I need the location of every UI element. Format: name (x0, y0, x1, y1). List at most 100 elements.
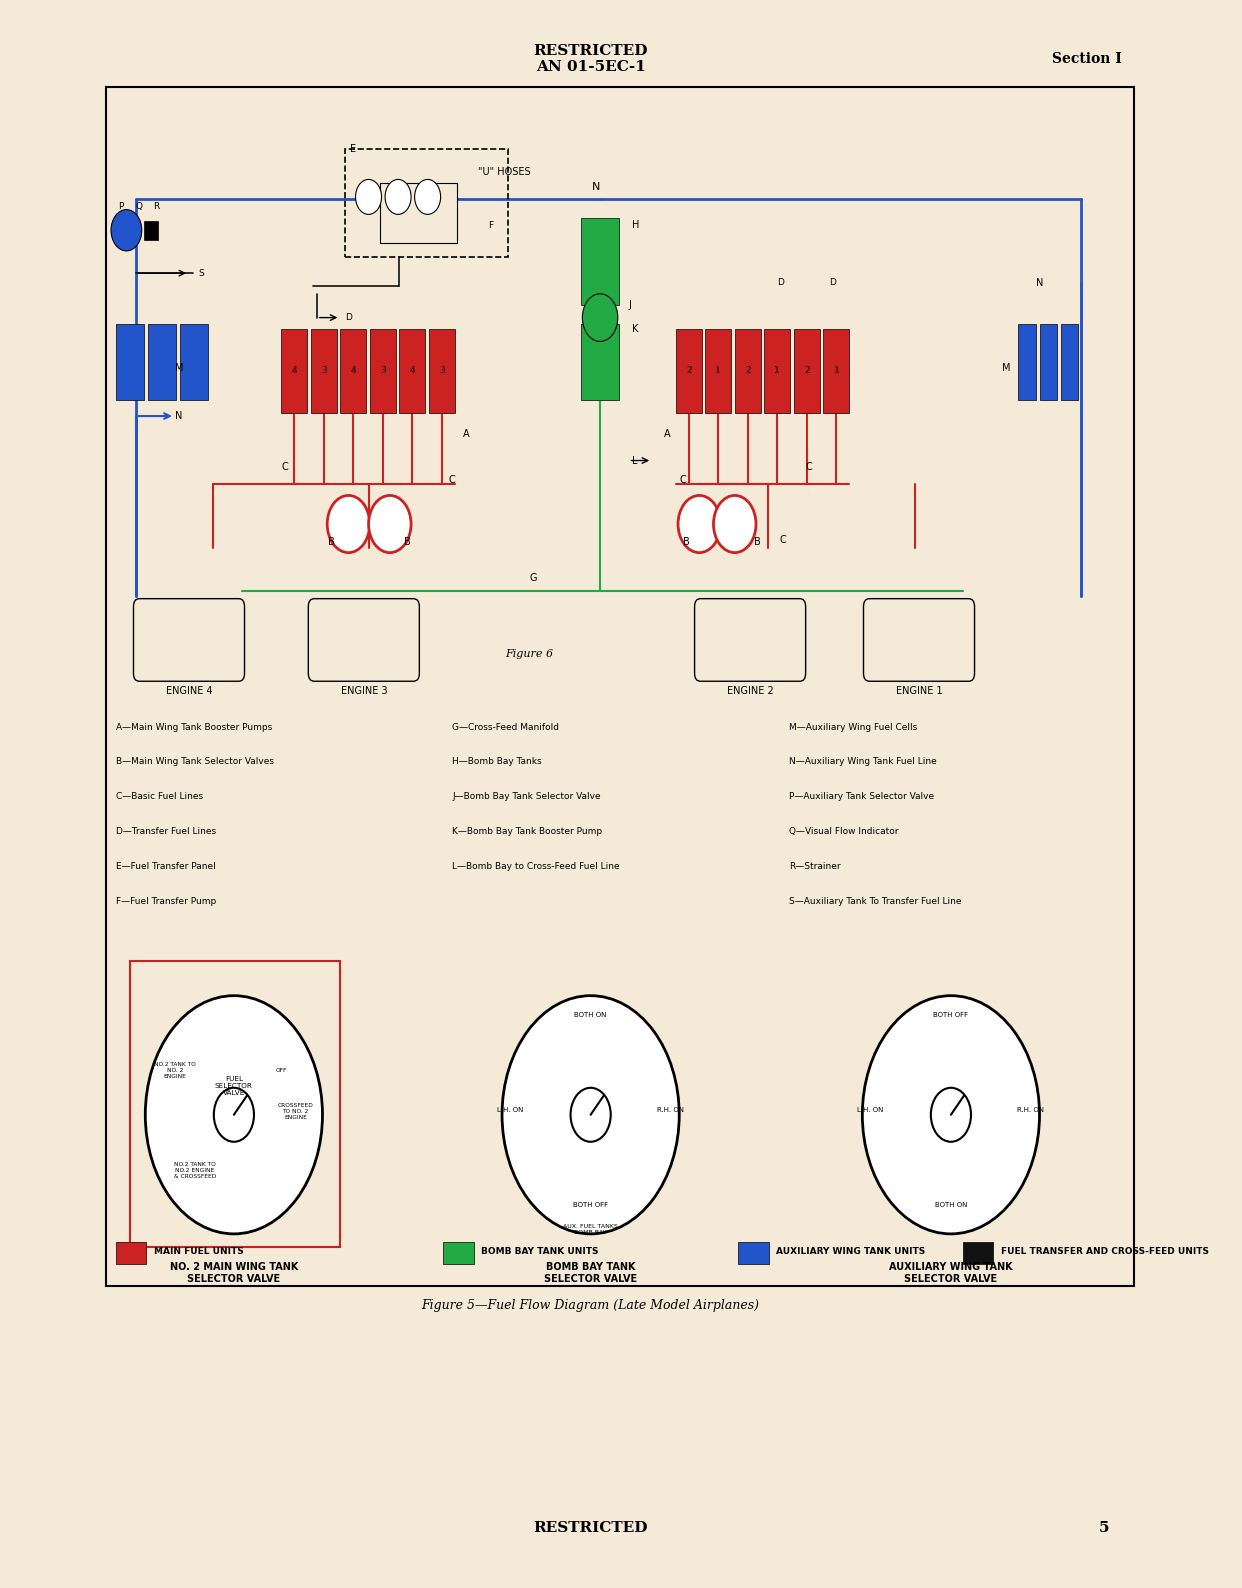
Circle shape (327, 495, 370, 553)
Text: C: C (806, 462, 812, 472)
Bar (794, 329, 820, 413)
Text: 1: 1 (833, 367, 840, 375)
Text: "U" HOSES: "U" HOSES (478, 167, 532, 176)
Circle shape (678, 495, 720, 553)
Text: A: A (664, 429, 671, 438)
Text: C: C (679, 475, 686, 484)
Text: Q: Q (135, 202, 143, 211)
Text: H: H (632, 221, 640, 230)
Bar (705, 329, 732, 413)
Bar (281, 329, 307, 413)
Text: K: K (632, 324, 638, 333)
Circle shape (415, 179, 441, 214)
Text: C—Basic Fuel Lines: C—Basic Fuel Lines (116, 792, 202, 802)
Text: G—Cross-Feed Manifold: G—Cross-Feed Manifold (452, 723, 559, 732)
Circle shape (570, 1088, 611, 1142)
Bar (380, 183, 457, 243)
Text: D: D (777, 278, 784, 287)
Bar (676, 329, 702, 413)
Bar (116, 324, 144, 400)
Text: ENGINE 2: ENGINE 2 (727, 686, 774, 696)
Text: 3: 3 (320, 367, 327, 375)
Text: R: R (154, 202, 160, 211)
Text: FUEL TRANSFER AND CROSS-FEED UNITS: FUEL TRANSFER AND CROSS-FEED UNITS (1001, 1247, 1208, 1256)
Text: CROSSFEED
TO NO. 2
ENGINE: CROSSFEED TO NO. 2 ENGINE (277, 1104, 313, 1120)
Text: F—Fuel Transfer Pump: F—Fuel Transfer Pump (116, 897, 216, 907)
Text: L.H. ON: L.H. ON (497, 1107, 523, 1113)
Text: AN 01-5EC-1: AN 01-5EC-1 (535, 60, 646, 73)
Text: N: N (175, 411, 183, 421)
Circle shape (385, 179, 411, 214)
Text: 4: 4 (350, 367, 356, 375)
Text: ENGINE 1: ENGINE 1 (895, 686, 943, 696)
Text: P: P (118, 202, 123, 211)
Text: BOTH ON: BOTH ON (935, 1202, 968, 1208)
Text: AUXILIARY WING TANK UNITS: AUXILIARY WING TANK UNITS (776, 1247, 925, 1256)
Text: F: F (488, 221, 493, 230)
Bar (370, 329, 396, 413)
Text: J—Bomb Bay Tank Selector Valve: J—Bomb Bay Tank Selector Valve (452, 792, 601, 802)
Text: OFF: OFF (276, 1067, 287, 1073)
Circle shape (355, 179, 381, 214)
Bar (735, 329, 761, 413)
Circle shape (930, 1088, 971, 1142)
Text: M—Auxiliary Wing Fuel Cells: M—Auxiliary Wing Fuel Cells (789, 723, 918, 732)
Text: MAIN FUEL UNITS: MAIN FUEL UNITS (154, 1247, 243, 1256)
Text: C: C (780, 535, 786, 545)
Bar (1018, 324, 1036, 400)
Text: B: B (683, 537, 689, 546)
Text: H—Bomb Bay Tanks: H—Bomb Bay Tanks (452, 757, 542, 767)
Text: S—Auxiliary Tank To Transfer Fuel Line: S—Auxiliary Tank To Transfer Fuel Line (789, 897, 961, 907)
Bar (823, 329, 850, 413)
Text: AUXILIARY WING TANK
SELECTOR VALVE: AUXILIARY WING TANK SELECTOR VALVE (889, 1262, 1012, 1285)
Circle shape (713, 495, 756, 553)
Text: P—Auxiliary Tank Selector Valve: P—Auxiliary Tank Selector Valve (789, 792, 934, 802)
Text: S: S (199, 268, 204, 278)
Text: Figure 5—Fuel Flow Diagram (Late Model Airplanes): Figure 5—Fuel Flow Diagram (Late Model A… (421, 1299, 760, 1312)
Circle shape (862, 996, 1040, 1234)
Circle shape (369, 495, 411, 553)
Text: NO.2 TANK TO
NO.2 ENGINE
& CROSSFEED: NO.2 TANK TO NO.2 ENGINE & CROSSFEED (174, 1162, 216, 1178)
Text: R.H. ON: R.H. ON (1016, 1107, 1043, 1113)
Circle shape (582, 294, 617, 341)
Text: G: G (529, 573, 537, 583)
Bar (1061, 324, 1078, 400)
Bar (180, 324, 207, 400)
Bar (144, 221, 158, 240)
Text: N—Auxiliary Wing Tank Fuel Line: N—Auxiliary Wing Tank Fuel Line (789, 757, 936, 767)
Text: L—Bomb Bay to Cross-Feed Fuel Line: L—Bomb Bay to Cross-Feed Fuel Line (452, 862, 620, 872)
Text: L: L (632, 456, 637, 465)
Text: 4: 4 (410, 367, 415, 375)
Text: R.H. ON: R.H. ON (657, 1107, 684, 1113)
Text: BOTH OFF: BOTH OFF (573, 1202, 609, 1208)
Text: C: C (281, 462, 288, 472)
Text: J: J (628, 300, 631, 310)
Text: Q—Visual Flow Indicator: Q—Visual Flow Indicator (789, 827, 899, 837)
Text: 2: 2 (804, 367, 810, 375)
Bar (581, 324, 619, 400)
Text: B—Main Wing Tank Selector Valves: B—Main Wing Tank Selector Valves (116, 757, 273, 767)
Text: M: M (1002, 364, 1010, 373)
Circle shape (145, 996, 323, 1234)
Bar (1040, 324, 1057, 400)
Text: ENGINE 3: ENGINE 3 (340, 686, 388, 696)
Text: 5: 5 (1099, 1521, 1110, 1534)
Text: AUX. FUEL TANKS
BOMB BAY: AUX. FUEL TANKS BOMB BAY (563, 1224, 619, 1234)
Text: C: C (448, 475, 456, 484)
Text: M: M (175, 364, 184, 373)
Text: NO.2 TANK TO
NO. 2
ENGINE: NO.2 TANK TO NO. 2 ENGINE (154, 1062, 196, 1078)
Bar (764, 329, 790, 413)
Circle shape (214, 1088, 253, 1142)
Bar (738, 1242, 769, 1264)
Text: BOTH ON: BOTH ON (575, 1012, 607, 1018)
Text: ENGINE 4: ENGINE 4 (165, 686, 212, 696)
Text: B: B (404, 537, 411, 546)
Text: NO. 2 MAIN WING TANK
SELECTOR VALVE: NO. 2 MAIN WING TANK SELECTOR VALVE (170, 1262, 298, 1285)
Text: N: N (1036, 278, 1043, 287)
Bar (399, 329, 425, 413)
Text: B: B (328, 537, 335, 546)
Bar (428, 329, 455, 413)
Text: RESTRICTED: RESTRICTED (533, 44, 648, 57)
Text: N: N (592, 183, 601, 192)
Bar (340, 329, 366, 413)
